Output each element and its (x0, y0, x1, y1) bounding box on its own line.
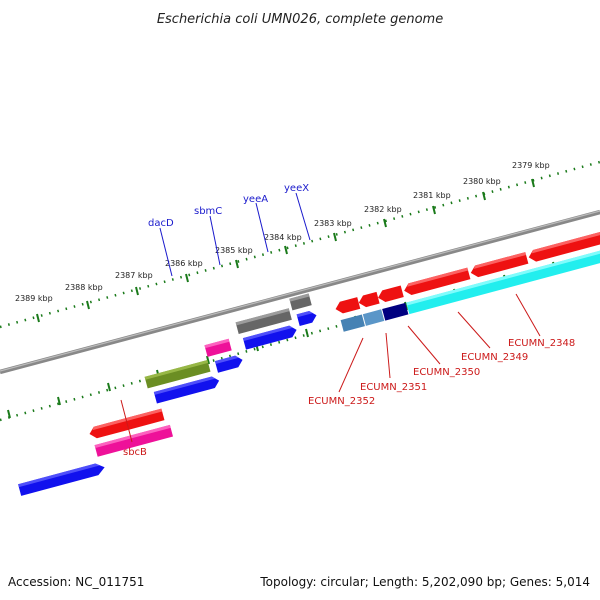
gene-arrow-ECUMN_2348[interactable] (469, 252, 529, 279)
gene-arrow-yeeX[interactable] (289, 293, 312, 311)
gene-label-ECUMN_2352: ECUMN_2352 (308, 396, 375, 407)
outer-major-ticks (36, 178, 535, 323)
tick-label: 2383 kbp (314, 219, 352, 228)
gene-feature[interactable] (340, 314, 365, 332)
gene-arrow[interactable] (296, 309, 318, 326)
genome-summary: Topology: circular; Length: 5,202,090 bp… (259, 575, 590, 589)
gene-label-dacD: dacD (148, 218, 174, 229)
gene-arrow-yeeA[interactable] (235, 308, 292, 335)
gene-arrow-ECUMN_2352[interactable] (334, 297, 361, 315)
tick-label: 2384 kbp (264, 233, 302, 242)
tick-label: 2385 kbp (215, 246, 253, 255)
tick-label: 2382 kbp (364, 205, 402, 214)
gene-arrow[interactable] (153, 375, 221, 404)
tick-label: 2380 kbp (463, 177, 501, 186)
gene-label-yeeX: yeeX (284, 183, 309, 194)
gene-arrow-ECUMN_2349[interactable] (403, 267, 471, 297)
tick-label: 2389 kbp (15, 294, 53, 303)
reverse-genes (89, 223, 600, 457)
gene-label-sbcB: sbcB (123, 447, 147, 458)
tick-label: 2387 kbp (115, 271, 153, 280)
gene-label-sbmC: sbmC (194, 206, 222, 217)
tick-label: 2388 kbp (65, 283, 103, 292)
gene-label-ECUMN_2350: ECUMN_2350 (413, 367, 480, 378)
gene-arrow[interactable] (527, 223, 600, 264)
gene-arrow[interactable] (94, 424, 174, 457)
gene-arrow-ECUMN_2351[interactable] (357, 291, 380, 309)
gene-label-ECUMN_2351: ECUMN_2351 (360, 382, 427, 393)
gene-arrow[interactable] (242, 324, 298, 350)
gene-label-ECUMN_2348: ECUMN_2348 (508, 338, 575, 349)
gene-arrow-dacD[interactable] (144, 360, 211, 389)
accession-label: Accession: NC_011751 (8, 575, 144, 589)
gene-label-ECUMN_2349: ECUMN_2349 (461, 352, 528, 363)
forward-genes (18, 293, 318, 496)
outer-tick-track (0, 160, 600, 329)
label-leaders-top (159, 192, 311, 277)
genome-backbone (0, 209, 600, 375)
gene-arrow-ECUMN_2350[interactable] (377, 285, 404, 303)
label-leaders-bottom (120, 293, 541, 443)
gene-arrow[interactable] (214, 354, 244, 373)
gene-label-yeeA: yeeA (243, 194, 268, 205)
map-title: Escherichia coli UMN026, complete genome (157, 12, 443, 27)
tick-label: 2379 kbp (512, 161, 550, 170)
gene-feature[interactable] (362, 309, 385, 326)
gene-feature[interactable] (382, 302, 409, 321)
tick-label: 2386 kbp (165, 259, 203, 268)
tick-label: 2381 kbp (413, 191, 451, 200)
gene-arrow-sbmC[interactable] (204, 338, 232, 357)
gene-feature[interactable] (406, 240, 600, 315)
genome-backbone-highlight (0, 210, 600, 372)
gene-arrow[interactable] (18, 461, 106, 496)
